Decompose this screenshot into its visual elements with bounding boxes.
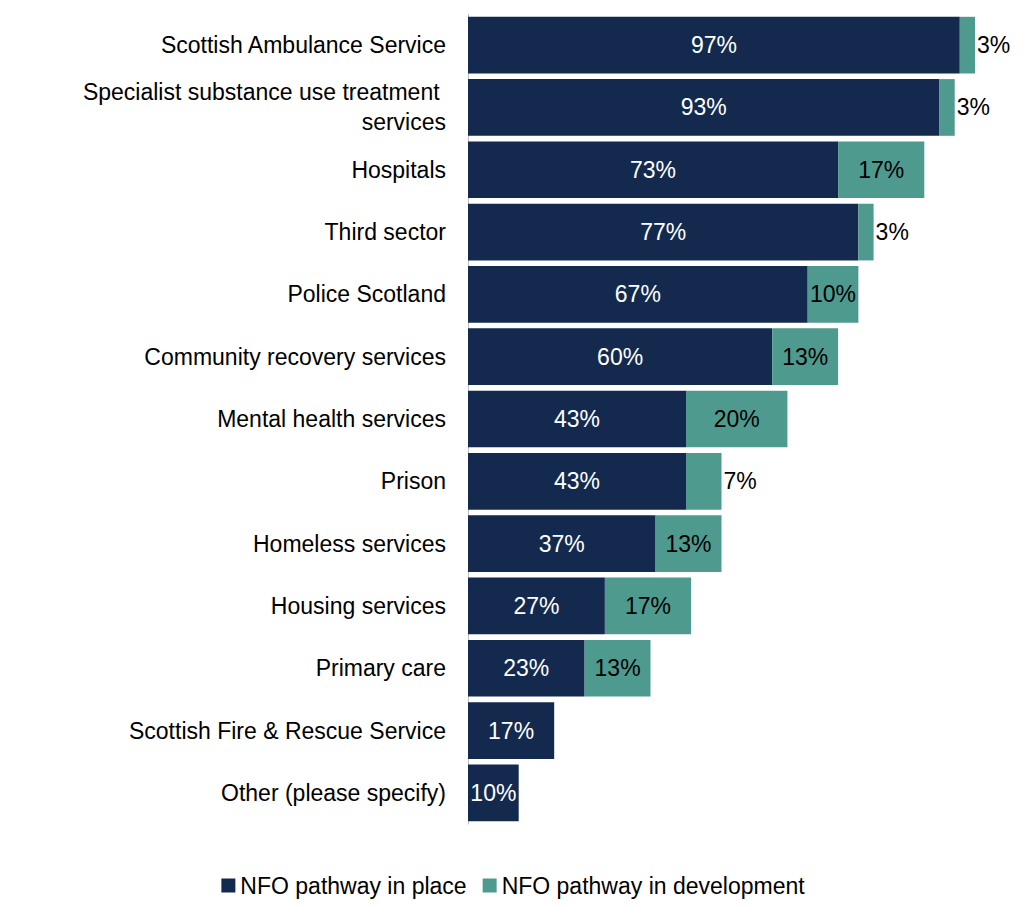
svg-text:93%: 93% [681, 94, 727, 120]
svg-text:3%: 3% [977, 32, 1010, 58]
svg-text:Specialist substance use treat: Specialist substance use treatment [83, 79, 446, 105]
svg-text:NFO pathway in place: NFO pathway in place [240, 873, 466, 899]
svg-text:Homeless services: Homeless services [253, 531, 446, 557]
svg-text:Hospitals: Hospitals [351, 157, 446, 183]
svg-text:13%: 13% [782, 344, 828, 370]
svg-text:77%: 77% [640, 219, 686, 245]
svg-text:17%: 17% [488, 718, 534, 744]
svg-text:10%: 10% [810, 281, 856, 307]
svg-text:23%: 23% [503, 655, 549, 681]
svg-text:17%: 17% [858, 157, 904, 183]
svg-text:NFO pathway in development: NFO pathway in development [502, 873, 806, 899]
svg-text:43%: 43% [554, 406, 600, 432]
svg-text:27%: 27% [513, 593, 559, 619]
svg-text:17%: 17% [625, 593, 671, 619]
svg-text:13%: 13% [666, 531, 712, 557]
svg-text:3%: 3% [876, 219, 909, 245]
svg-text:Prison: Prison [381, 468, 446, 494]
svg-text:Third sector: Third sector [325, 219, 447, 245]
svg-text:60%: 60% [597, 344, 643, 370]
svg-text:67%: 67% [615, 281, 661, 307]
svg-text:43%: 43% [554, 468, 600, 494]
svg-text:Scottish Ambulance Service: Scottish Ambulance Service [161, 32, 446, 58]
svg-text:services: services [362, 109, 446, 135]
svg-text:Housing services: Housing services [271, 593, 446, 619]
svg-text:Mental health services: Mental health services [217, 406, 446, 432]
svg-text:10%: 10% [470, 780, 516, 806]
svg-text:97%: 97% [691, 32, 737, 58]
svg-text:Community recovery services: Community recovery services [144, 344, 446, 370]
svg-text:3%: 3% [957, 94, 990, 120]
svg-text:Primary care: Primary care [316, 655, 446, 681]
svg-text:7%: 7% [724, 468, 757, 494]
svg-text:73%: 73% [630, 157, 676, 183]
svg-text:Police Scotland: Police Scotland [287, 281, 446, 307]
svg-text:20%: 20% [714, 406, 760, 432]
svg-text:Scottish Fire & Rescue Service: Scottish Fire & Rescue Service [129, 718, 446, 744]
svg-text:37%: 37% [539, 531, 585, 557]
svg-text:Other (please specify): Other (please specify) [221, 780, 446, 806]
svg-text:13%: 13% [595, 655, 641, 681]
